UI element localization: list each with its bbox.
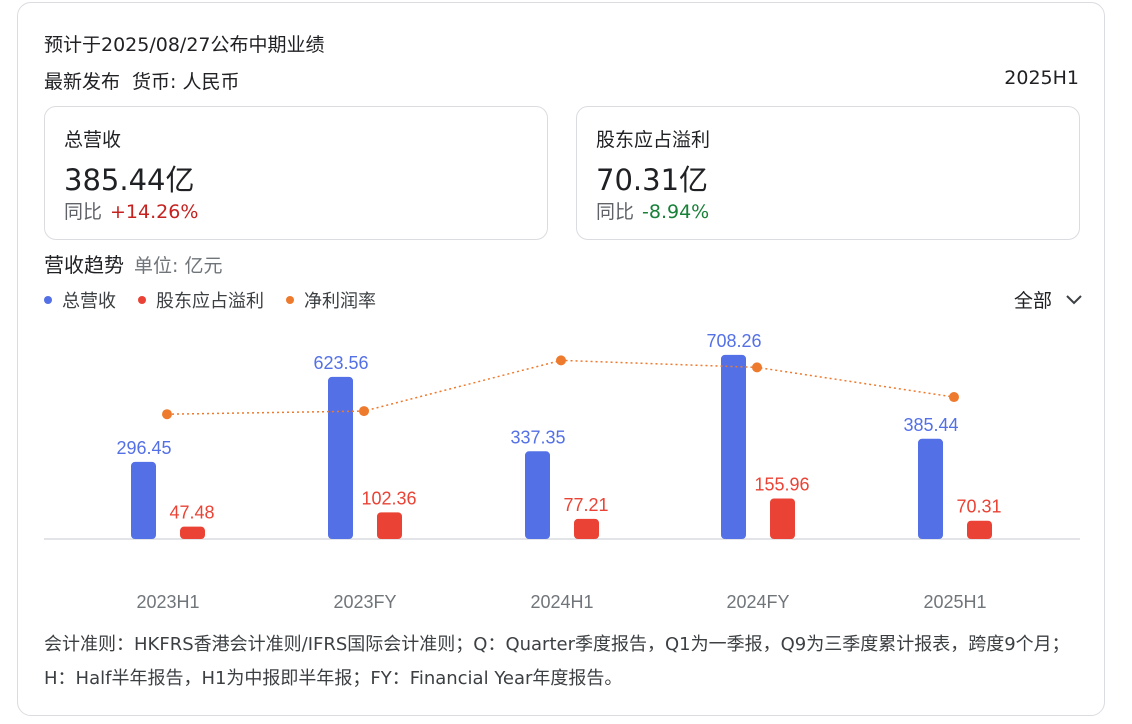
profit-metric-card: 股东应占溢利 70.31亿 同比 -8.94%	[576, 106, 1080, 240]
metric-yoy: 同比 +14.26%	[64, 197, 198, 224]
yoy-change: -8.94%	[642, 201, 710, 223]
trend-title: 营收趋势 单位: 亿元	[44, 249, 222, 278]
metric-value: 385.44亿	[64, 163, 195, 197]
revenue-bar	[721, 354, 746, 539]
x-tick-label: 2023H1	[136, 592, 199, 612]
revenue-data-label: 337.35	[510, 427, 565, 447]
revenue-bar	[328, 376, 353, 539]
yoy-label: 同比	[596, 201, 635, 223]
x-tick-label: 2025H1	[923, 592, 986, 612]
revenue-bar	[525, 451, 550, 539]
trend-unit: 单位: 亿元	[134, 255, 223, 277]
trend-title-text: 营收趋势	[44, 253, 124, 277]
yoy-change: +14.26%	[110, 201, 199, 223]
latest-label: 最新发布	[44, 71, 121, 93]
metric-label: 股东应占溢利	[596, 129, 711, 151]
profit-data-label: 77.21	[563, 495, 608, 515]
x-tick-label: 2024H1	[530, 592, 593, 612]
profit-bar	[770, 498, 795, 539]
range-label: 全部	[1013, 290, 1052, 312]
x-tick-label: 2024FY	[726, 592, 789, 612]
margin-point	[556, 355, 566, 366]
legend-label: 净利润率	[304, 291, 376, 312]
profit-data-label: 70.31	[956, 497, 1001, 517]
accounting-footnote: 会计准则：HKFRS香港会计准则/IFRS国际会计准则；Q：Quarter季度报…	[44, 634, 1070, 689]
revenue-data-label: 296.45	[116, 438, 171, 458]
legend-item-profit[interactable]: 股东应占溢利	[138, 287, 264, 313]
period-label: 2025H1	[1004, 67, 1079, 89]
margin-point	[949, 392, 959, 403]
release-note: 预计于2025/08/27公布中期业绩	[44, 34, 325, 56]
chevron-down-icon	[1066, 294, 1082, 304]
profit-bar	[377, 512, 402, 539]
margin-point	[359, 406, 369, 417]
profit-data-label: 102.36	[361, 488, 416, 508]
margin-point	[752, 362, 762, 373]
revenue-bar	[131, 461, 156, 539]
legend-item-margin[interactable]: 净利润率	[286, 287, 376, 313]
range-dropdown[interactable]: 全部	[1014, 286, 1082, 313]
chart-legend: 总营收 股东应占溢利 净利润率	[44, 287, 376, 313]
margin-line	[166, 359, 955, 415]
margin-point	[162, 409, 172, 420]
latest-row: 最新发布 货币: 人民币	[44, 67, 239, 94]
revenue-data-label: 385.44	[903, 415, 958, 435]
yoy-label: 同比	[64, 201, 103, 223]
x-tick-label: 2023FY	[333, 592, 396, 612]
legend-label: 总营收	[62, 291, 116, 312]
revenue-data-label: 623.56	[313, 353, 368, 373]
metric-label: 总营收	[64, 129, 122, 151]
legend-dot-icon	[44, 296, 52, 304]
profit-data-label: 155.96	[754, 474, 809, 494]
revenue-data-label: 708.26	[706, 331, 761, 351]
revenue-metric-card: 总营收 385.44亿 同比 +14.26%	[44, 106, 548, 240]
legend-item-revenue[interactable]: 总营收	[44, 287, 116, 313]
legend-dot-icon	[138, 296, 146, 304]
legend-dot-icon	[286, 296, 294, 304]
revenue-bar	[918, 438, 943, 539]
profit-bar	[574, 518, 599, 539]
currency-label: 货币: 人民币	[132, 71, 240, 93]
metric-yoy: 同比 -8.94%	[596, 197, 709, 224]
profit-bar	[967, 520, 992, 539]
metric-value: 70.31亿	[596, 163, 709, 197]
profit-bar	[180, 526, 205, 539]
legend-label: 股东应占溢利	[156, 291, 264, 312]
profit-data-label: 47.48	[169, 503, 214, 523]
